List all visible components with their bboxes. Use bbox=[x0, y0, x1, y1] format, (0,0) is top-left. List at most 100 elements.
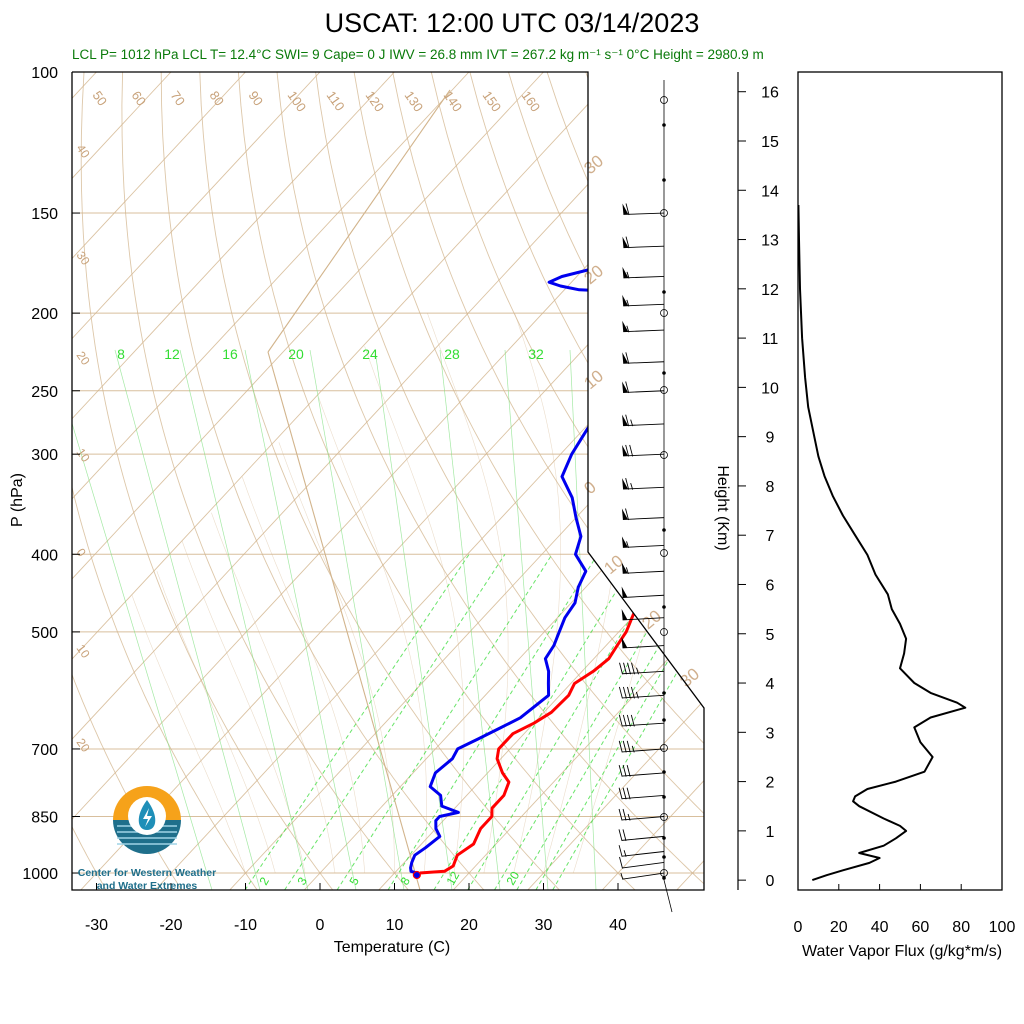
wind-barb-pennant bbox=[622, 444, 629, 456]
wind-barb-staff bbox=[623, 361, 665, 364]
height-dot bbox=[662, 876, 666, 880]
wind-barb-flag bbox=[629, 444, 634, 457]
isotherm-line bbox=[72, 72, 246, 890]
height-tick-label: 7 bbox=[766, 528, 775, 545]
moist-adiabat-line bbox=[318, 397, 427, 874]
wind-barb-flag bbox=[622, 808, 627, 821]
moist-label: 20 bbox=[580, 261, 607, 288]
wind-barb-staff bbox=[622, 645, 665, 649]
wind-barb-flag bbox=[619, 662, 623, 675]
moist-adiabat-line bbox=[543, 313, 625, 874]
flux-tick-label: 60 bbox=[912, 919, 930, 936]
wind-barb-staff bbox=[622, 694, 665, 699]
pressure-tick-label: 700 bbox=[31, 742, 58, 759]
isotherm-line bbox=[72, 72, 704, 890]
dry-adiabat-line bbox=[740, 72, 1024, 890]
surface-marker bbox=[412, 870, 421, 880]
saturation-guide-line bbox=[439, 349, 501, 890]
wind-barb-staff bbox=[622, 594, 665, 598]
skewt-border bbox=[71, 71, 705, 891]
dry-adiabat-line bbox=[546, 72, 704, 890]
moist-label: 30 bbox=[580, 151, 607, 178]
pressure-tick-label: 850 bbox=[31, 809, 58, 826]
mixing-ratio-label: 8 bbox=[397, 874, 413, 887]
wind-barb-staff bbox=[622, 748, 665, 753]
wind-barb-flag bbox=[626, 686, 631, 699]
moist-adiabat-line bbox=[513, 313, 562, 874]
wind-barb-flag bbox=[618, 845, 623, 857]
height-axis-label: Height (Km) bbox=[714, 465, 731, 550]
wind-barb-flag bbox=[625, 236, 630, 249]
wind-barb-flag bbox=[625, 414, 630, 427]
dry-adiabat-line bbox=[856, 72, 1024, 890]
moist-adiabat-line bbox=[211, 512, 336, 874]
wind-barb-pennant bbox=[621, 508, 628, 520]
dry-adiabat-line bbox=[315, 72, 704, 890]
thermo-grid bbox=[72, 72, 1024, 890]
pressure-tick-label: 500 bbox=[31, 625, 58, 642]
wind-barb-flag bbox=[627, 662, 631, 675]
wind-barb-pennant bbox=[621, 608, 628, 620]
logo-text-line1: Center for Western Weather bbox=[78, 867, 216, 879]
chart-subtitle: LCL P= 1012 hPa LCL T= 12.4°C SWI= 9 Cap… bbox=[72, 47, 764, 62]
temperature-tick-label: -20 bbox=[159, 917, 182, 934]
height-circle bbox=[660, 549, 668, 557]
wind-barb-staff bbox=[622, 517, 665, 520]
height-circle bbox=[660, 96, 668, 104]
saturation-guide-line bbox=[309, 349, 405, 890]
isotherm-line bbox=[452, 72, 704, 890]
wind-barb-flag bbox=[625, 444, 630, 457]
adiabat-label: 70 bbox=[168, 88, 189, 108]
dry-adiabat-line bbox=[80, 72, 334, 890]
wind-barb-flag bbox=[625, 381, 630, 394]
mixing-ratio-line bbox=[467, 554, 670, 890]
wind-barb-flag bbox=[618, 764, 623, 777]
wind-barb-flag bbox=[618, 829, 623, 841]
plot-frame bbox=[71, 71, 705, 891]
height-tick-label: 4 bbox=[766, 676, 775, 693]
wind-barb-staff bbox=[623, 276, 665, 279]
adiabat-label: 120 bbox=[363, 88, 388, 114]
dry-adiabat-line bbox=[817, 72, 1024, 890]
moist-label: 30 bbox=[676, 664, 703, 691]
logo-text-line2: and Water Extremes bbox=[97, 880, 198, 892]
moist-label: 20 bbox=[638, 606, 665, 633]
wind-barb-staff bbox=[623, 212, 665, 215]
isotherm-label: 0 bbox=[74, 546, 89, 560]
wind-barb-flag bbox=[625, 508, 629, 521]
wind-barb-staff bbox=[623, 303, 665, 307]
moist-adiabat-line bbox=[573, 313, 702, 874]
dry-adiabat-line bbox=[199, 72, 560, 890]
mixing-ratio-label: 12 bbox=[443, 869, 462, 888]
wind-barb-pennant bbox=[622, 294, 629, 306]
height-tick-label: 2 bbox=[766, 775, 775, 792]
wind-barb-staff bbox=[622, 545, 665, 548]
isotherm-label: 10 bbox=[74, 642, 93, 661]
pressure-tick-label: 300 bbox=[31, 447, 58, 464]
isotherm-label: 20 bbox=[74, 349, 93, 368]
height-dot bbox=[662, 718, 666, 722]
mixing-ratio-line bbox=[284, 554, 506, 890]
wind-barb-staff bbox=[622, 570, 665, 574]
wind-barb-half-flag bbox=[626, 325, 630, 333]
surface-barb bbox=[663, 879, 673, 913]
isotherm-line bbox=[154, 72, 704, 890]
adiabat-label: 80 bbox=[207, 88, 228, 108]
isotherm-line bbox=[72, 72, 619, 890]
wind-barb-pennant bbox=[621, 636, 628, 648]
height-dot bbox=[662, 290, 666, 294]
height-circle bbox=[660, 744, 668, 752]
height-dot bbox=[662, 371, 666, 375]
moist-adiabat-line bbox=[181, 540, 306, 874]
mixing-ratio-line bbox=[552, 554, 704, 890]
wind-barb-flag bbox=[622, 686, 627, 699]
wind-barb-flag bbox=[622, 740, 627, 753]
wind-barb-pennant bbox=[622, 203, 629, 215]
wind-barb-half-flag bbox=[626, 299, 630, 307]
adiabat-label: 50 bbox=[90, 88, 111, 108]
wind-barb-pennant bbox=[621, 586, 628, 598]
height-tick-label: 13 bbox=[761, 233, 779, 250]
mixing-ratio-label: 5 bbox=[346, 874, 362, 887]
dry-adiabat-line bbox=[779, 72, 1024, 890]
wind-barb-half-flag bbox=[635, 691, 639, 699]
